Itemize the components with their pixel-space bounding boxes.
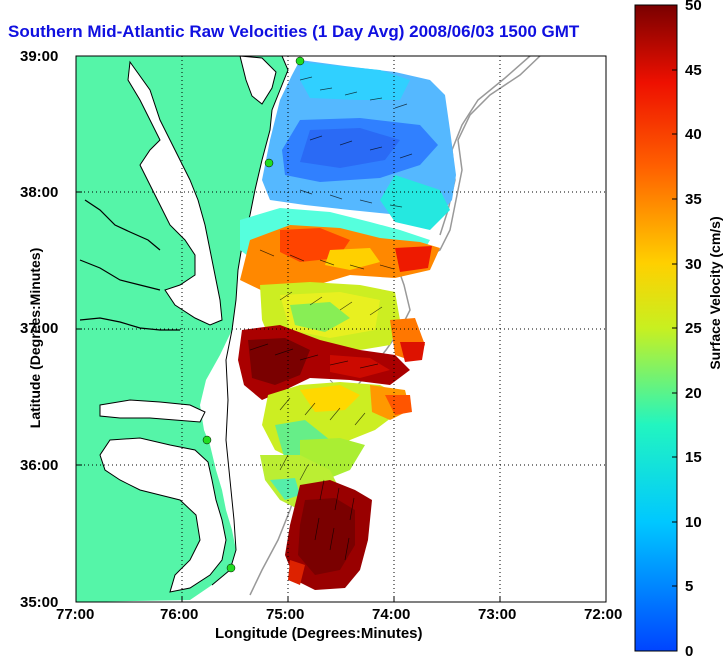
radar-stations [202, 56, 305, 573]
y-tick-label: 38:00 [20, 184, 59, 201]
y-tick-label: 39:00 [20, 48, 59, 65]
x-tick-label: 72:00 [584, 606, 623, 623]
x-tick-label: 76:00 [160, 606, 199, 623]
rappahannock-river [79, 259, 161, 291]
station-marker [202, 435, 212, 445]
colorbar-tick: 0 [685, 643, 694, 660]
x-tick-label: 77:00 [56, 606, 95, 623]
map-grid [76, 56, 606, 602]
colorbar-label: Surface Velocity (cm/s) [707, 216, 723, 370]
y-tick-label: 37:00 [20, 320, 59, 337]
x-axis-label: Longitude (Degrees:Minutes) [215, 625, 423, 642]
delaware-bay [239, 56, 277, 105]
station-marker [226, 563, 236, 573]
station-marker [264, 158, 274, 168]
station-marker [295, 56, 305, 66]
colorbar-tick: 10 [685, 514, 702, 531]
y-axis-label: Latitude (Degrees:Minutes) [27, 247, 43, 429]
colorbar-tick: 35 [685, 191, 702, 208]
x-tick-label: 74:00 [372, 606, 411, 623]
velocity-field [238, 60, 456, 590]
albemarle-sound [99, 399, 206, 423]
colorbar-tick: 20 [685, 385, 702, 402]
bathymetry-contour-2 [439, 56, 531, 236]
pamlico-sound [99, 437, 227, 593]
x-tick-label: 73:00 [478, 606, 517, 623]
x-tick-label: 75:00 [266, 606, 305, 623]
colorbar-tick: 40 [685, 126, 702, 143]
colorbar-tick: 30 [685, 256, 702, 273]
colorbar-tick: 25 [685, 320, 702, 337]
colorbar-tick: 50 [685, 0, 702, 14]
y-tick-label: 35:00 [20, 594, 59, 611]
colorbar-tick: 15 [685, 449, 702, 466]
colorbar [634, 4, 678, 652]
coastline [211, 56, 289, 586]
james-river [79, 317, 180, 331]
colorbar-tick: 5 [685, 578, 694, 595]
map-title: Southern Mid-Atlantic Raw Velocities (1 … [8, 22, 580, 41]
colorbar-tick: 45 [685, 62, 702, 79]
chesapeake-bay [127, 60, 223, 326]
potomac-river [84, 199, 161, 251]
y-tick-label: 36:00 [20, 457, 59, 474]
